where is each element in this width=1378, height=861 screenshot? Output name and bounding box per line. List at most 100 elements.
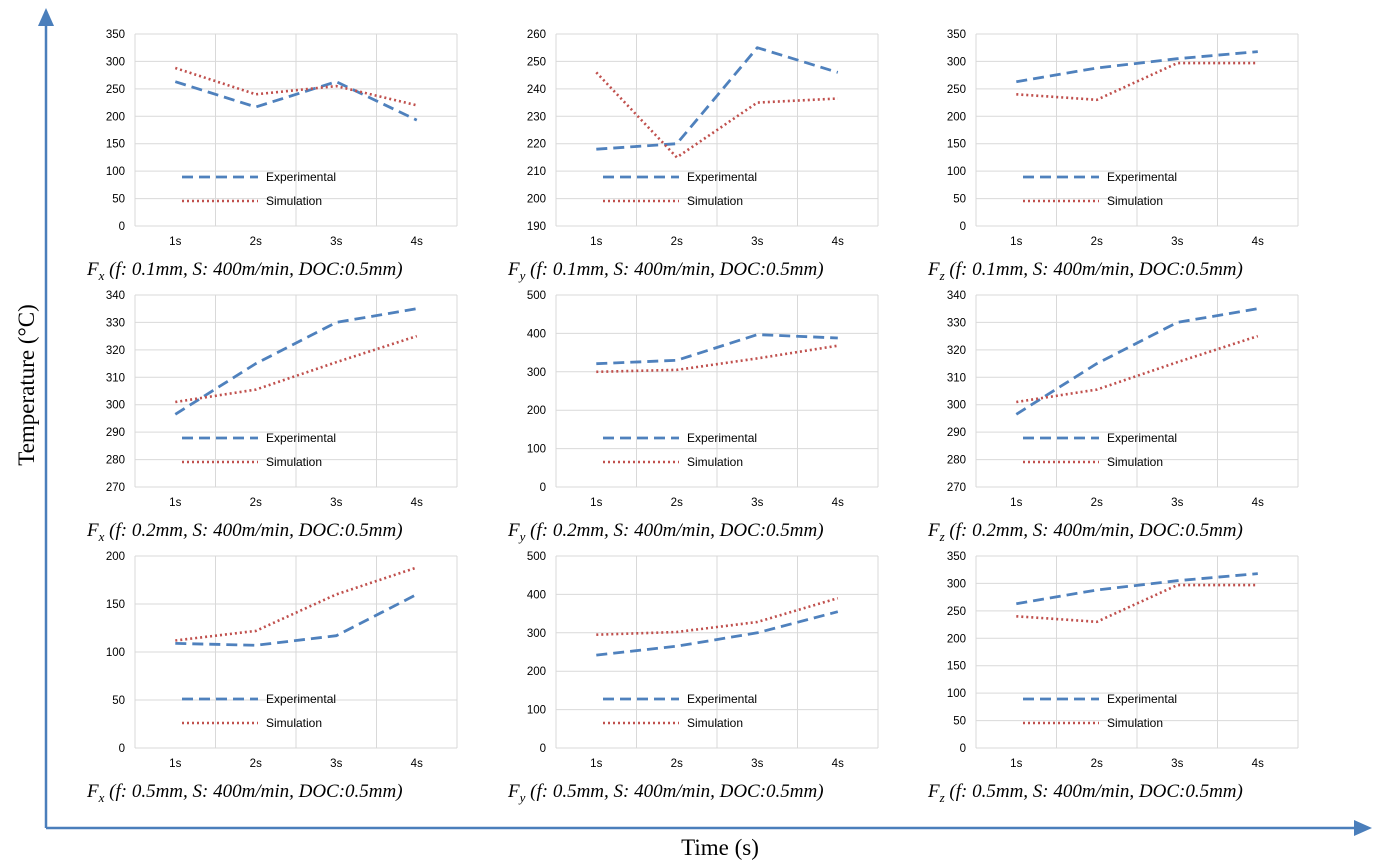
figure-y-label: Temperature (°C) (14, 304, 39, 465)
y-tick-label: 320 (106, 345, 125, 357)
x-tick-label: 2s (1091, 236, 1103, 248)
y-tick-label: 280 (106, 455, 125, 467)
x-tick-label: 1s (169, 497, 181, 509)
chart-2: 190 200 210 220 230 240 250 260 1s 2s 3s 4s Experime… (507, 29, 879, 283)
x-tick-label: 4s (1252, 236, 1264, 248)
y-tick-label: 300 (947, 56, 966, 68)
legend-label-experimental: Experimental (266, 170, 336, 184)
y-tick-label: 100 (106, 166, 125, 178)
y-tick-label: 340 (947, 290, 966, 302)
x-tick-label: 1s (590, 497, 602, 509)
legend: Experimental Simulation (182, 431, 336, 469)
y-tick-label: 230 (527, 111, 546, 123)
y-tick-label: 300 (527, 628, 546, 640)
legend-label-simulation: Simulation (687, 716, 743, 730)
y-tick-label: 200 (106, 551, 125, 563)
x-tick-label: 4s (1252, 758, 1264, 770)
x-tick-label: 4s (832, 497, 844, 509)
chart-caption: Fz (f: 0.1mm, S: 400m/min, DOC:0.5mm) (927, 259, 1243, 283)
y-tick-label: 250 (106, 84, 125, 96)
y-tick-label: 400 (527, 589, 546, 601)
x-tick-label: 4s (411, 236, 423, 248)
legend-label-experimental: Experimental (1107, 692, 1177, 706)
charts-grid: 0 50 100 150 200 250 300 350 1s 2s 3s 4s Experimenta… (86, 29, 1299, 805)
y-tick-label: 290 (106, 427, 125, 439)
y-tick-label: 250 (947, 606, 966, 618)
chart-caption: Fx (f: 0.2mm, S: 400m/min, DOC:0.5mm) (86, 520, 403, 544)
x-axis-arrowhead (1354, 820, 1372, 836)
x-tick-label: 1s (1010, 236, 1022, 248)
legend: Experimental Simulation (603, 692, 757, 730)
y-tick-label: 50 (112, 194, 125, 206)
x-tick-label: 1s (590, 758, 602, 770)
series-experimental-line (596, 46, 839, 151)
series-experimental-line (1016, 572, 1258, 606)
y-tick-label: 0 (119, 743, 125, 755)
legend-label-simulation: Simulation (266, 455, 322, 469)
y-tick-label: 200 (527, 405, 546, 417)
legend-label-experimental: Experimental (1107, 431, 1177, 445)
legend-label-experimental: Experimental (1107, 170, 1177, 184)
x-tick-label: 3s (751, 758, 763, 770)
legend: Experimental Simulation (603, 431, 757, 469)
x-tick-label: 1s (1010, 758, 1022, 770)
series-experimental-line (1016, 50, 1258, 84)
chart-7: 0 50 100 150 200 1s 2s 3s 4s Experimental Simulati… (86, 551, 458, 805)
y-tick-label: 210 (527, 166, 546, 178)
y-tick-label: 320 (947, 345, 966, 357)
legend: Experimental Simulation (603, 170, 757, 208)
series-experimental-line (1015, 307, 1259, 416)
legend-label-experimental: Experimental (687, 170, 757, 184)
x-tick-label: 3s (330, 236, 342, 248)
y-tick-label: 250 (947, 84, 966, 96)
y-tick-label: 200 (527, 666, 546, 678)
legend-label-experimental: Experimental (687, 431, 757, 445)
y-tick-label: 270 (947, 482, 966, 494)
legend-label-experimental: Experimental (266, 431, 336, 445)
y-tick-label: 0 (540, 743, 546, 755)
x-tick-label: 1s (169, 236, 181, 248)
series-simulation-line (596, 344, 839, 374)
series-experimental-line (596, 333, 838, 366)
legend: Experimental Simulation (1023, 170, 1177, 208)
series-experimental-line (175, 593, 418, 647)
x-tick-label: 3s (330, 497, 342, 509)
legend-label-experimental: Experimental (266, 692, 336, 706)
y-tick-label: 0 (960, 743, 966, 755)
y-tick-label: 260 (527, 29, 546, 41)
series-simulation-line (175, 566, 418, 642)
chart-caption: Fz (f: 0.2mm, S: 400m/min, DOC:0.5mm) (927, 520, 1243, 544)
figure-x-label: Time (s) (681, 835, 759, 860)
chart-9: 0 50 100 150 200 250 300 350 1s 2s 3s 4s Experimenta… (927, 551, 1299, 805)
y-tick-label: 280 (947, 455, 966, 467)
x-tick-label: 2s (250, 497, 262, 509)
x-tick-label: 3s (751, 236, 763, 248)
x-tick-label: 2s (671, 758, 683, 770)
y-tick-label: 220 (527, 139, 546, 151)
y-tick-label: 100 (527, 444, 546, 456)
series-simulation-line (175, 334, 418, 404)
y-tick-label: 330 (947, 317, 966, 329)
y-tick-label: 350 (947, 551, 966, 563)
series-simulation-line (1016, 334, 1259, 404)
chart-caption: Fy (f: 0.5mm, S: 400m/min, DOC:0.5mm) (507, 781, 824, 805)
x-tick-label: 1s (1010, 497, 1022, 509)
legend-label-simulation: Simulation (687, 455, 743, 469)
y-tick-label: 300 (106, 56, 125, 68)
x-tick-label: 3s (1171, 758, 1183, 770)
legend-label-simulation: Simulation (1107, 716, 1163, 730)
x-tick-label: 4s (1252, 497, 1264, 509)
y-tick-label: 290 (947, 427, 966, 439)
y-tick-label: 300 (947, 578, 966, 590)
legend-label-experimental: Experimental (687, 692, 757, 706)
legend: Experimental Simulation (1023, 431, 1177, 469)
x-tick-label: 2s (1091, 497, 1103, 509)
series-simulation-line (1016, 583, 1258, 624)
y-tick-label: 250 (527, 56, 546, 68)
chart-caption: Fx (f: 0.1mm, S: 400m/min, DOC:0.5mm) (86, 259, 403, 283)
x-tick-label: 2s (671, 497, 683, 509)
chart-8: 0 100 200 300 400 500 1s 2s 3s 4s Experimental Simu… (507, 551, 879, 805)
y-tick-label: 50 (953, 194, 966, 206)
y-tick-label: 310 (106, 372, 125, 384)
y-tick-label: 400 (527, 328, 546, 340)
